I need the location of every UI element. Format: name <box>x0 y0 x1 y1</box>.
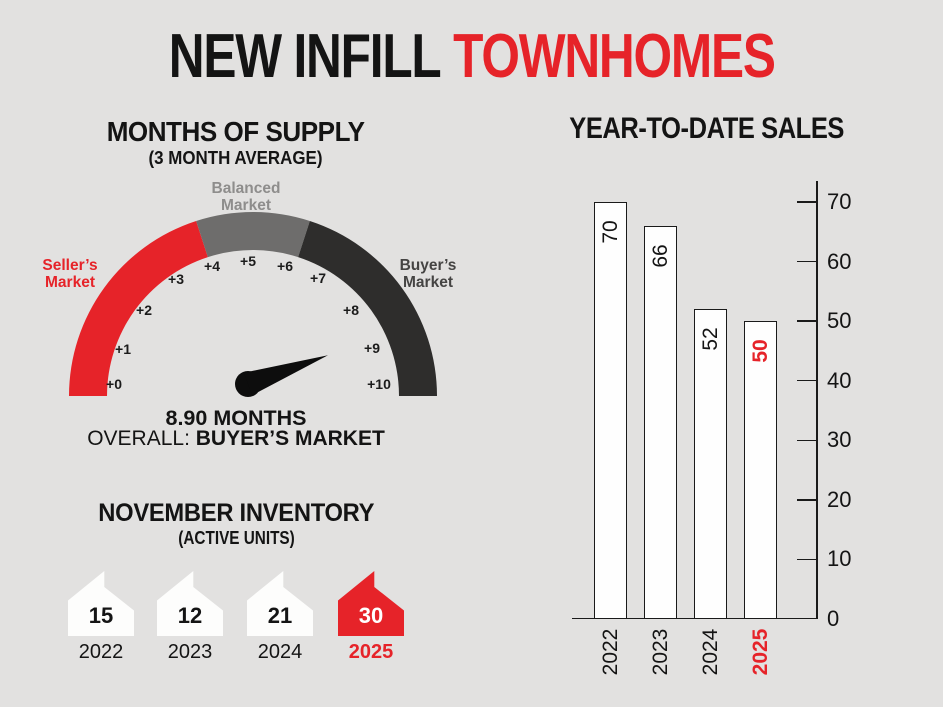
gauge-tick-label-6: +6 <box>277 258 293 274</box>
house-icon-2022 <box>68 571 134 636</box>
balanced-market-label: Balanced Market <box>211 180 281 214</box>
gauge-section-title: MONTHS OF SUPPLY <box>107 116 365 147</box>
bar-value-label-2023: 66 <box>648 244 672 268</box>
house-shape <box>157 571 223 636</box>
gauge-tick-label-9: +9 <box>364 340 380 356</box>
inventory-item-2024: 21 2024 <box>247 571 313 666</box>
inventory-value-2024: 21 <box>267 603 293 628</box>
months-of-supply-gauge <box>69 212 437 397</box>
title-new-infill: NEW INFILL <box>168 22 441 91</box>
bar-2022 <box>594 202 627 619</box>
x-category-label-2022: 2022 <box>598 628 622 676</box>
bar-value-label-2024: 52 <box>698 327 722 351</box>
inventory-section-title: NOVEMBER INVENTORY <box>98 499 374 527</box>
inventory-year-2024: 2024 <box>257 641 303 663</box>
bar-2024 <box>694 309 727 619</box>
y-tick-label-60: 60 <box>827 248 852 274</box>
house-shape <box>68 571 134 636</box>
bar-2025 <box>744 321 777 619</box>
y-tick-label-50: 50 <box>827 308 852 334</box>
gauge-tick-label-7: +7 <box>310 270 326 286</box>
x-category-label-2023: 2023 <box>648 628 672 676</box>
gauge-tick-label-1: +1 <box>115 341 131 357</box>
gauge-needle <box>243 355 328 396</box>
y-tick-40 <box>797 379 817 382</box>
gauge-tick-label-3: +3 <box>168 271 184 287</box>
inventory-year-2023: 2023 <box>167 641 213 663</box>
gauge-tick-label-4: +4 <box>204 258 220 274</box>
bar-value-label-2022: 70 <box>598 220 622 244</box>
gauge-section-subtitle: (3 MONTH AVERAGE) <box>149 148 323 168</box>
gauge-tick-label-2: +2 <box>136 302 152 318</box>
x-category-label-2025: 2025 <box>748 628 772 676</box>
y-tick-10 <box>797 558 817 561</box>
y-tick-label-70: 70 <box>827 189 852 214</box>
overall-prefix: OVERALL: <box>87 427 196 450</box>
y-tick-label-10: 10 <box>827 546 852 572</box>
inventory-value-2022: 15 <box>88 603 114 628</box>
house-shape <box>247 571 313 636</box>
y-tick-20 <box>797 499 817 501</box>
gauge-value-text: 8.90 MONTHS <box>165 406 307 430</box>
inventory-item-2023: 12 2023 <box>157 571 223 666</box>
buyers-market-label: Buyer’s Market <box>399 257 457 291</box>
inventory-value-2023: 12 <box>177 603 203 628</box>
house-icon-2024 <box>247 571 313 636</box>
overall-value: BUYER’S MARKET <box>195 427 385 450</box>
inventory-item-2022: 15 2022 <box>68 571 134 666</box>
inventory-item-2025: 30 2025 <box>338 571 404 666</box>
inventory-section-subtitle: (ACTIVE UNITS) <box>177 528 295 548</box>
gauge-tick-label-10: +10 <box>367 376 391 392</box>
gauge-tick-label-0: +0 <box>106 376 122 392</box>
gauge-overall-text: OVERALL: BUYER’S MARKET <box>0 427 472 451</box>
page-title: NEW INFILL TOWNHOMES <box>0 24 943 90</box>
gauge-segment-buyer-s-market <box>298 221 437 396</box>
inventory-value-2025: 30 <box>358 603 384 628</box>
y-tick-60 <box>797 260 817 263</box>
y-tick-label-30: 30 <box>827 427 852 453</box>
house-icon-2025 <box>338 571 404 636</box>
title-townhomes: TOWNHOMES <box>452 22 776 91</box>
gauge-segment-balanced-market <box>196 212 310 258</box>
bar-value-label-2025: 50 <box>748 339 772 363</box>
y-tick-70 <box>797 201 817 203</box>
house-icon-2023 <box>157 571 223 636</box>
bar-2023 <box>644 225 677 619</box>
y-axis-line <box>816 181 818 619</box>
y-tick-label-40: 40 <box>827 367 852 393</box>
y-tick-50 <box>797 320 817 322</box>
x-category-label-2024: 2024 <box>698 628 722 676</box>
gauge-tick-label-8: +8 <box>343 302 359 318</box>
inventory-year-2025: 2025 <box>348 641 394 663</box>
y-tick-label-0: 0 <box>827 606 840 631</box>
sales-chart-title: YEAR-TO-DATE SALES <box>569 112 845 145</box>
y-tick-label-20: 20 <box>827 486 852 512</box>
inventory-year-2022: 2022 <box>78 641 124 663</box>
gauge-tick-label-5: +5 <box>240 253 256 269</box>
house-shape <box>338 571 404 636</box>
sellers-market-label: Seller’s Market <box>42 257 98 291</box>
gauge-segment-seller-s-market <box>69 221 208 396</box>
y-tick-30 <box>797 439 817 442</box>
